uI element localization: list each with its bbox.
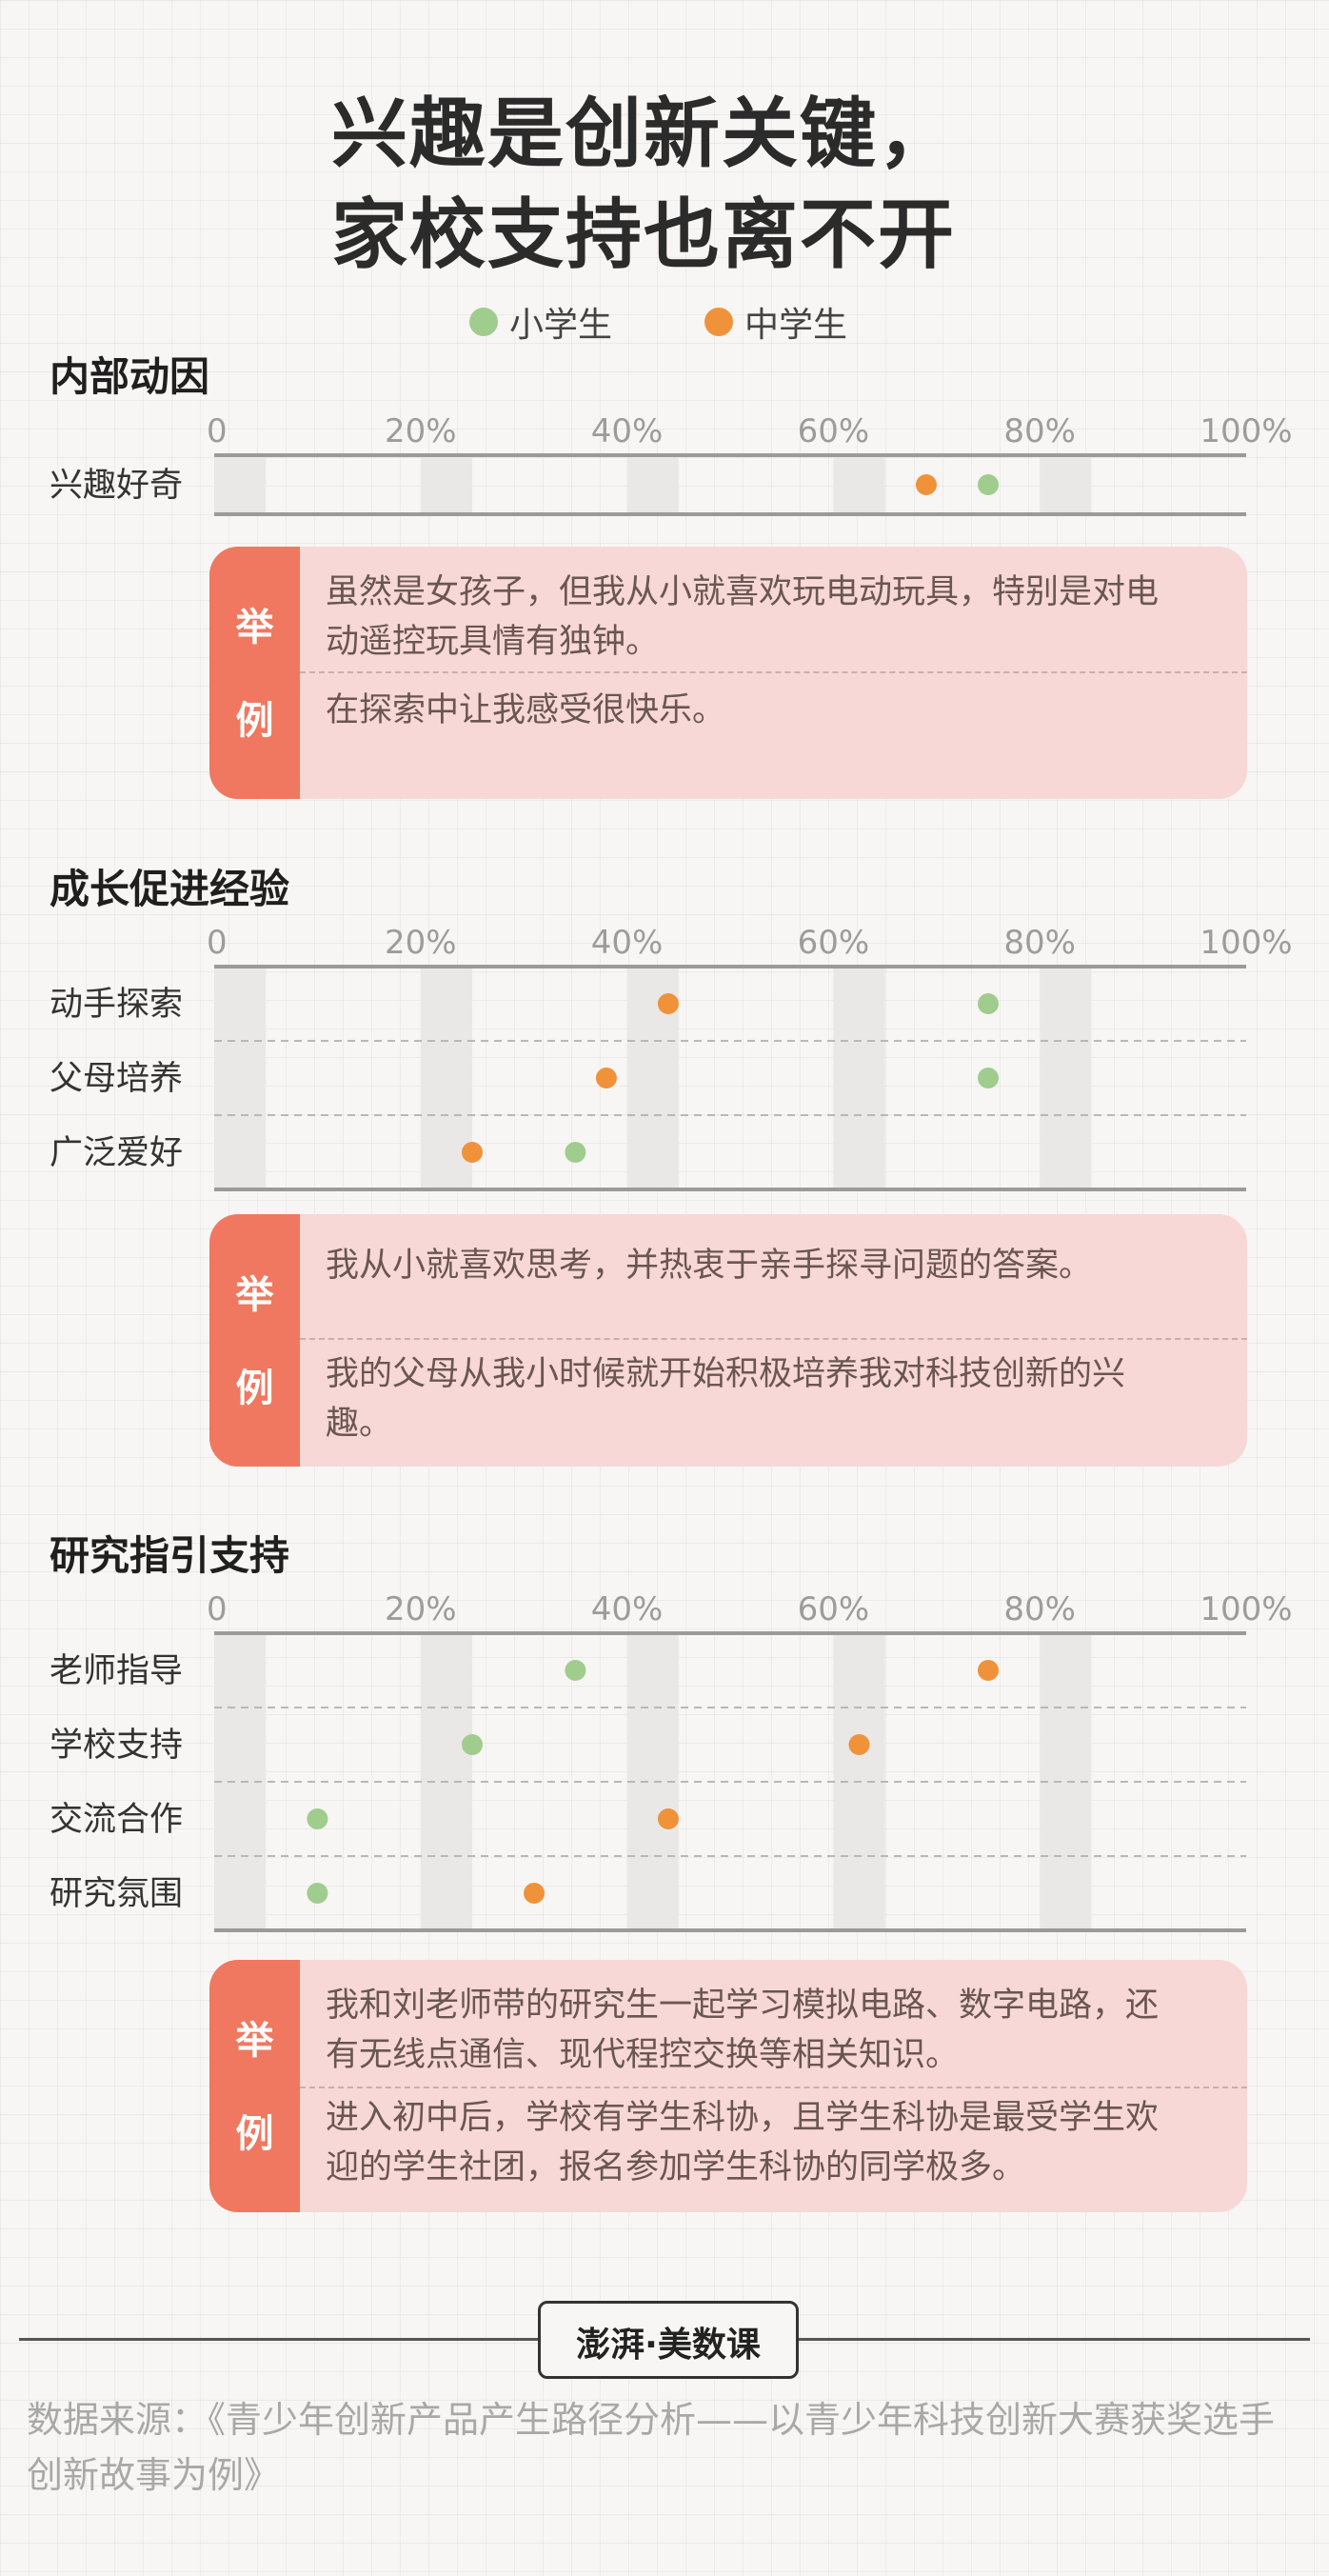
chart-internal: 0 20% 40% 60% 80% 100% 兴趣好奇: [0, 398, 1329, 522]
example-divider: [300, 1338, 1247, 1340]
grid-band: [1040, 967, 1092, 1189]
example-tag: 举 例: [209, 1214, 300, 1467]
data-point-middle: [978, 1660, 999, 1681]
example-quote: 我和刘老师带的研究生一起学习模拟电路、数字电路，还有无线点通信、现代程控交换等相…: [326, 1987, 1160, 2074]
legend-label-primary: 小学生: [509, 306, 613, 345]
x-tick-label: 40%: [591, 924, 664, 962]
data-point-primary: [307, 1808, 328, 1829]
x-tick-label: 60%: [798, 1590, 870, 1628]
section-title-growth: 成长促进经验: [50, 866, 290, 912]
tag-char: 举: [235, 2019, 274, 2063]
x-tick-label: 80%: [1003, 412, 1076, 450]
data-point-middle: [462, 1142, 483, 1163]
grid-band: [420, 455, 472, 514]
footer-divider-right: [793, 2338, 1310, 2341]
tag-char: 例: [235, 1367, 274, 1410]
x-tick-label: 20%: [385, 1590, 457, 1628]
data-point-primary: [565, 1142, 586, 1163]
example-tag: 举 例: [209, 1960, 300, 2212]
data-point-middle: [657, 993, 679, 1014]
x-tick-label: 0: [207, 1590, 228, 1628]
grid-band: [626, 455, 679, 514]
tag-char: 例: [235, 699, 274, 743]
legend-item-primary: 小学生: [469, 297, 612, 347]
grid-band: [1040, 455, 1092, 514]
example-card-3: 举 例 我和刘老师带的研究生一起学习模拟电路、数字电路，还有无线点通信、现代程控…: [209, 1960, 1247, 2212]
footer-divider-left: [19, 2338, 538, 2341]
tag-char: 举: [235, 606, 274, 649]
x-tick-label: 60%: [798, 924, 870, 962]
grid-band: [833, 455, 885, 514]
title-line-1: 兴趣是创新关键，: [331, 90, 956, 178]
data-point-primary: [307, 1883, 328, 1904]
data-point-middle: [524, 1883, 545, 1904]
x-tick-label: 0: [207, 924, 228, 962]
example-card-1: 举 例 虽然是女孩子，但我从小就喜欢玩电动玩具，特别是对电动遥控玩具情有独钟。 …: [209, 547, 1247, 799]
category-label: 学校支持: [50, 1727, 183, 1765]
data-point-primary: [978, 993, 999, 1014]
x-tick-label: 20%: [385, 924, 457, 962]
example-tag: 举 例: [209, 547, 300, 799]
example-quote: 我的父母从我小时候就开始积极培养我对科技创新的兴趣。: [326, 1355, 1126, 1443]
example-divider: [300, 2087, 1247, 2088]
example-divider: [300, 671, 1247, 673]
brand-logo: 澎湃·美数课: [538, 2301, 799, 2379]
chart-svg: 0 20% 40% 60% 80% 100% 兴趣好奇: [50, 412, 1293, 516]
category-label: 动手探索: [50, 986, 183, 1024]
grid-band: [214, 455, 267, 514]
data-source: 数据来源：《青少年创新产品产生路径分析——以青少年科技创新大赛获奖选手创新故事为…: [27, 2399, 1276, 2496]
example-quote: 我从小就喜欢思考，并热衷于亲手探寻问题的答案。: [326, 1247, 1093, 1285]
chart-research: 0 20% 40% 60% 80% 100% 老师指导学校支持交流合作研究氛围: [0, 1576, 1329, 1933]
category-label: 老师指导: [50, 1652, 183, 1690]
category-label: 研究氛围: [50, 1875, 183, 1913]
x-tick-label: 80%: [1003, 1590, 1076, 1628]
data-point-primary: [462, 1734, 483, 1755]
x-tick-label: 60%: [798, 412, 870, 450]
example-quote: 进入初中后，学校有学生科协，且学生科协是最受学生欢迎的学生社团，报名参加学生科协…: [326, 2099, 1160, 2187]
legend-label-middle: 中学生: [744, 306, 848, 345]
x-tick-label: 100%: [1200, 1590, 1292, 1628]
legend: 小学生 中学生: [0, 297, 1329, 345]
x-tick-label: 20%: [385, 412, 457, 450]
logo-text: 澎湃·美数课: [576, 2326, 761, 2365]
data-point-middle: [848, 1734, 870, 1755]
example-quote: 在探索中让我感受很快乐。: [326, 691, 726, 729]
category-label: 交流合作: [50, 1801, 183, 1839]
grid-band: [833, 967, 885, 1189]
legend-item-middle: 中学生: [704, 297, 847, 347]
category-label: 广泛爱好: [50, 1134, 183, 1172]
grid-band: [214, 967, 267, 1189]
tag-char: 举: [235, 1273, 274, 1317]
legend-dot-primary: [469, 308, 498, 336]
category-label: 父母培养: [50, 1060, 183, 1098]
legend-dot-middle: [704, 308, 733, 336]
category-label: 兴趣好奇: [50, 467, 183, 505]
chart-growth: 0 20% 40% 60% 80% 100% 动手探索父母培养广泛爱好: [0, 909, 1329, 1191]
section-title-internal: 内部动因: [50, 353, 210, 400]
x-tick-label: 100%: [1200, 412, 1292, 450]
data-point-primary: [978, 474, 999, 495]
title-line-2: 家校支持也离不开: [331, 190, 956, 279]
x-tick-label: 100%: [1200, 924, 1292, 962]
section-title-research: 研究指引支持: [50, 1532, 290, 1579]
data-point-primary: [978, 1068, 999, 1088]
data-point-primary: [565, 1660, 586, 1681]
data-point-middle: [595, 1068, 617, 1088]
page-title: 兴趣是创新关键， 家校支持也离不开: [331, 84, 1093, 286]
tag-char: 例: [235, 2112, 274, 2156]
example-card-2: 举 例 我从小就喜欢思考，并热衷于亲手探寻问题的答案。 我的父母从我小时候就开始…: [209, 1214, 1247, 1467]
data-point-middle: [657, 1808, 679, 1829]
x-tick-label: 0: [207, 412, 228, 450]
x-tick-label: 40%: [591, 412, 664, 450]
example-quote: 虽然是女孩子，但我从小就喜欢玩电动玩具，特别是对电动遥控玩具情有独钟。: [326, 573, 1160, 661]
x-tick-label: 80%: [1003, 924, 1076, 962]
data-point-middle: [915, 474, 937, 495]
x-tick-label: 40%: [591, 1590, 664, 1628]
